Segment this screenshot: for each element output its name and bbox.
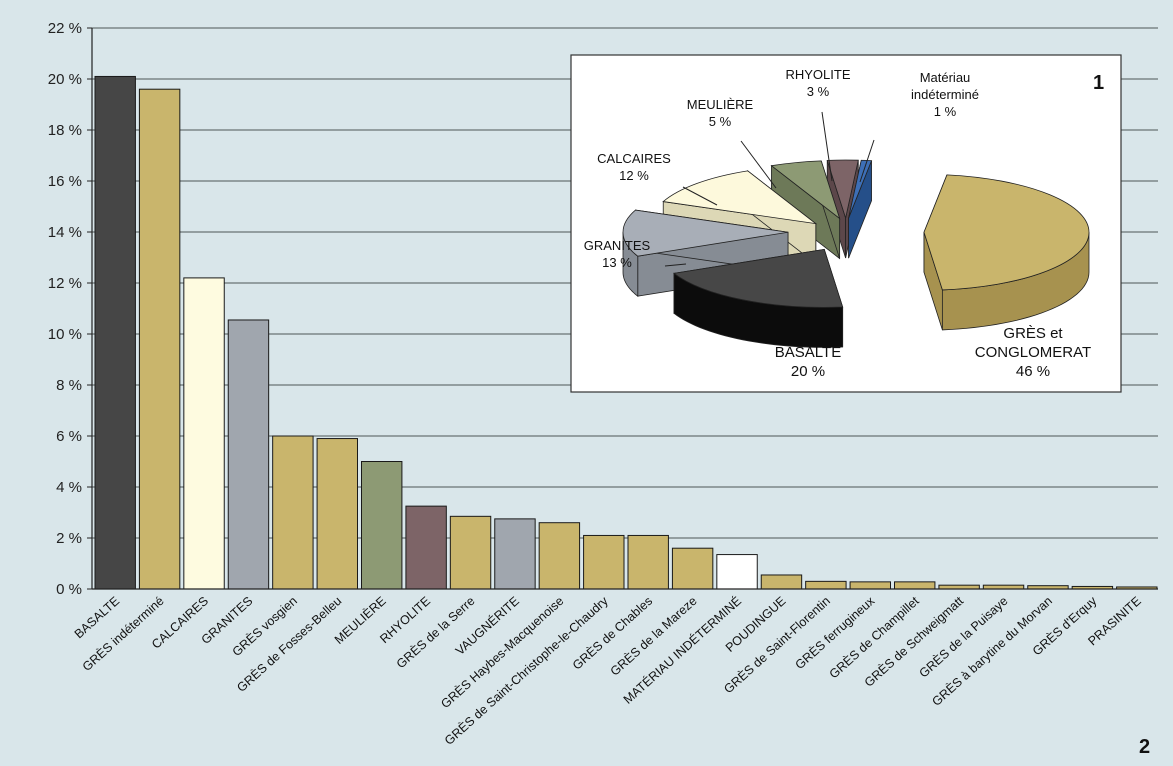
pie-leader-line bbox=[682, 186, 718, 206]
pie-value-label: 1 % bbox=[934, 104, 957, 119]
x-tick-label: GRÈS de la Serre bbox=[393, 593, 477, 671]
bar bbox=[316, 438, 359, 590]
pie-slice-top bbox=[673, 248, 844, 308]
pie-leader-line bbox=[859, 139, 875, 183]
bar bbox=[583, 534, 625, 590]
pie-value-label: 20 % bbox=[791, 363, 825, 380]
pie-category-label: indéterminé bbox=[911, 87, 979, 102]
pie-slice bbox=[923, 174, 1090, 331]
pie-slice-top bbox=[923, 174, 1090, 291]
pie-value-label: 5 % bbox=[709, 114, 732, 129]
bar bbox=[893, 581, 936, 590]
bar bbox=[716, 554, 758, 590]
pie-category-label: CALCAIRES bbox=[597, 151, 671, 166]
bar bbox=[449, 515, 492, 590]
bar bbox=[494, 518, 536, 590]
y-tick-label: 20 % bbox=[48, 71, 82, 88]
pie-slice-top bbox=[770, 160, 841, 220]
pie-category-label: MEULIÈRE bbox=[687, 97, 754, 112]
y-tick-label: 0 % bbox=[56, 581, 82, 598]
pie-leader-line bbox=[821, 111, 833, 182]
bar bbox=[360, 461, 403, 590]
pie-category-label: CONGLOMERAT bbox=[975, 344, 1091, 361]
y-tick-label: 8 % bbox=[56, 377, 82, 394]
figure-number-pie: 1 bbox=[1093, 72, 1105, 94]
pie-value-label: 13 % bbox=[602, 255, 632, 270]
pie-category-label: BASALTE bbox=[775, 344, 841, 361]
bar bbox=[94, 75, 136, 590]
y-tick-label: 16 % bbox=[48, 173, 82, 190]
pie-category-label: GRÈS et bbox=[1003, 325, 1063, 342]
pie-value-label: 3 % bbox=[807, 84, 830, 99]
pie-leader-line bbox=[740, 140, 777, 189]
pie-slice-top bbox=[848, 159, 873, 219]
bar bbox=[805, 580, 847, 590]
pie-value-label: 46 % bbox=[1016, 363, 1050, 380]
bar bbox=[849, 581, 892, 590]
y-tick-label: 12 % bbox=[48, 275, 82, 292]
bar bbox=[671, 547, 714, 590]
x-tick-label: GRÈS de Chables bbox=[569, 593, 655, 672]
y-tick-label: 6 % bbox=[56, 428, 82, 445]
pie-slice-top bbox=[622, 209, 789, 257]
x-tick-label: GRÈS de Saint-Christophe-le-Chaudry bbox=[441, 593, 611, 748]
pie-slice bbox=[673, 248, 844, 348]
y-tick-label: 18 % bbox=[48, 122, 82, 139]
bar bbox=[405, 505, 447, 590]
pie-slice bbox=[770, 160, 841, 260]
bar bbox=[227, 319, 270, 590]
y-tick-label: 4 % bbox=[56, 479, 82, 496]
y-tick-label: 2 % bbox=[56, 530, 82, 547]
pie-leader-line bbox=[664, 263, 687, 267]
pie-slice-top bbox=[662, 170, 818, 225]
pie-slice bbox=[848, 159, 873, 259]
pie-category-label: RHYOLITE bbox=[785, 67, 850, 82]
bar bbox=[272, 435, 314, 590]
y-tick-label: 14 % bbox=[48, 224, 82, 241]
pie-category-label: GRANITES bbox=[584, 238, 651, 253]
bar bbox=[538, 522, 581, 590]
figure-number-bar: 2 bbox=[1139, 736, 1151, 758]
pie-value-label: 12 % bbox=[619, 168, 649, 183]
y-tick-label: 22 % bbox=[48, 20, 82, 37]
y-tick-label: 10 % bbox=[48, 326, 82, 343]
bar bbox=[627, 534, 669, 590]
bar bbox=[183, 277, 225, 590]
pie-slice-top bbox=[826, 159, 859, 220]
x-tick-label: GRÈS indéterminé bbox=[79, 593, 167, 674]
x-tick-label: GRÈS ferrugineux bbox=[792, 593, 878, 673]
pie-category-label: Matériau bbox=[920, 70, 971, 85]
bar bbox=[760, 574, 803, 590]
bar bbox=[138, 88, 181, 590]
